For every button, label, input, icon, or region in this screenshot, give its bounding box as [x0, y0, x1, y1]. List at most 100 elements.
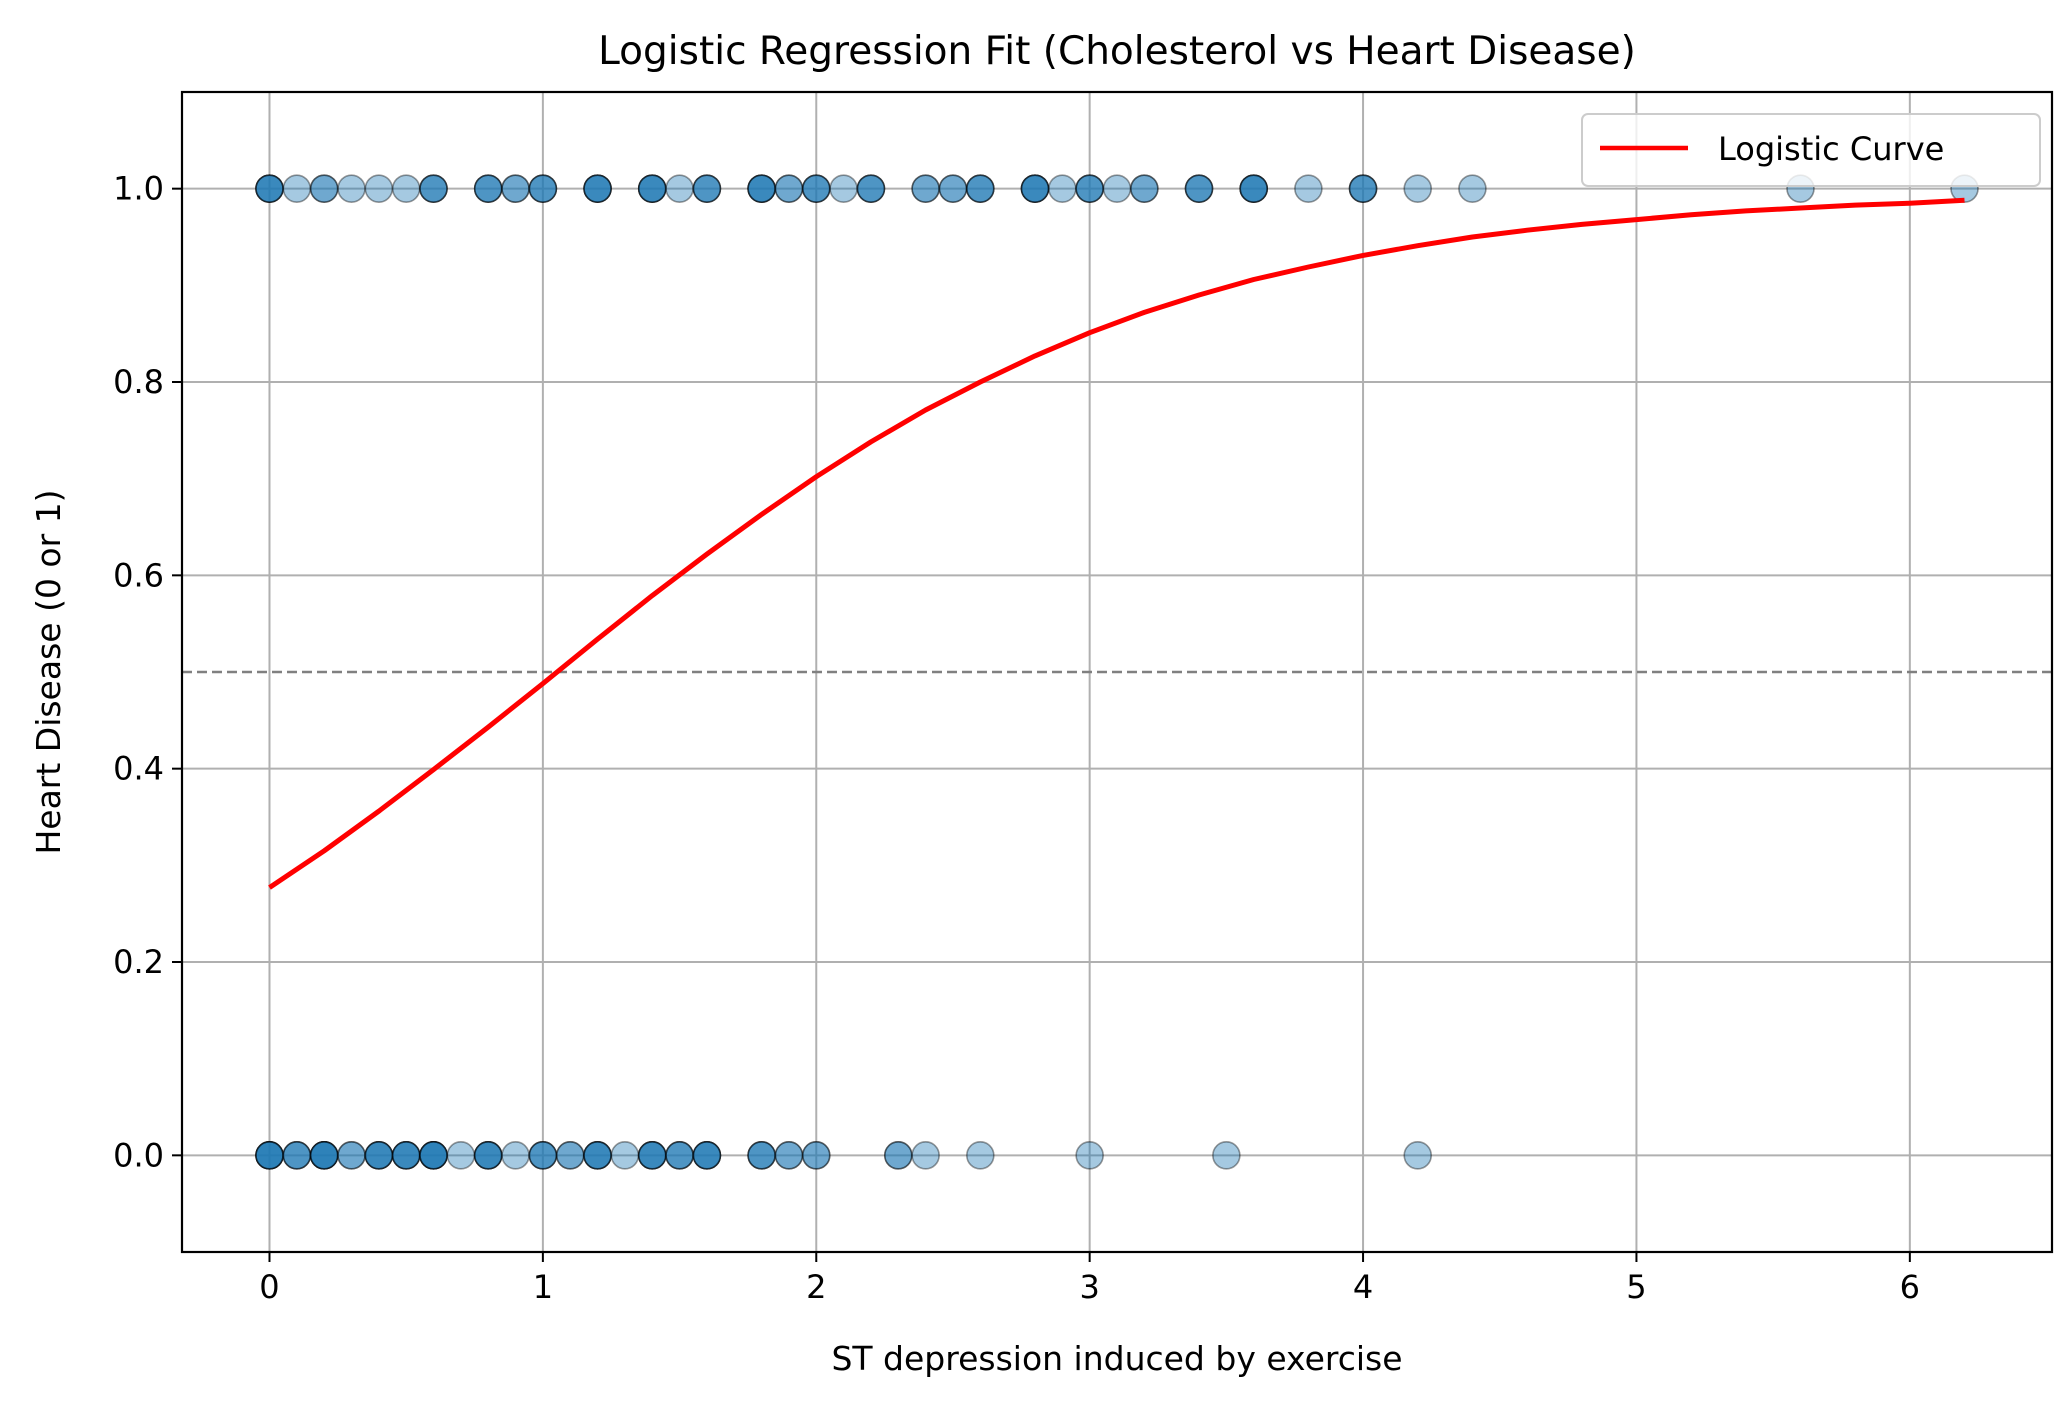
- data-point-2-mark-1: [309, 174, 339, 203]
- data-point-45: [528, 1141, 558, 1170]
- data-point-24-mark-2: [1075, 174, 1104, 203]
- data-point-28-mark-3: [1239, 174, 1268, 203]
- data-point-11-mark-1: [637, 174, 667, 203]
- data-point-44-mark-0: [501, 1141, 530, 1170]
- data-point-51-mark-1: [692, 1141, 722, 1170]
- legend: Logistic Curve: [1581, 113, 2041, 187]
- data-point-18-mark-0: [856, 174, 886, 203]
- data-point-8-mark-1: [501, 174, 530, 203]
- data-point-54-mark-1: [801, 1141, 831, 1170]
- data-point-41: [419, 1141, 448, 1170]
- data-point-20-mark-0: [938, 174, 968, 203]
- data-point-50: [665, 1141, 694, 1170]
- data-point-39: [364, 1141, 394, 1170]
- data-point-9-mark-0: [528, 174, 558, 203]
- data-point-13-mark-1: [692, 174, 722, 203]
- data-point-47-mark-2: [583, 1141, 612, 1170]
- data-point-29: [1294, 174, 1323, 203]
- data-point-49: [637, 1141, 667, 1170]
- data-point-35-mark-1: [255, 1141, 284, 1170]
- x-tick-label-3: 3: [1079, 1268, 1099, 1306]
- data-point-6-mark-1: [419, 174, 448, 203]
- data-point-32-mark-0: [1458, 174, 1487, 203]
- data-point-28: [1239, 174, 1268, 203]
- data-point-14: [747, 174, 776, 203]
- data-point-18-mark-2: [856, 174, 886, 203]
- logistic-curve: [268, 197, 1965, 890]
- data-point-5: [391, 174, 421, 203]
- data-point-31: [1403, 174, 1433, 203]
- data-point-43-mark-3: [473, 1141, 503, 1170]
- data-point-52-mark-1: [747, 1141, 776, 1170]
- data-point-51-mark-3: [692, 1141, 722, 1170]
- data-point-53-mark-0: [774, 1141, 804, 1170]
- data-point-59-mark-0: [1212, 1141, 1241, 1170]
- data-point-57: [966, 1141, 995, 1170]
- data-point-0-mark-3: [255, 174, 284, 203]
- data-point-51-mark-2: [692, 1141, 722, 1170]
- data-point-50-mark-2: [665, 1141, 694, 1170]
- data-point-35-mark-0: [255, 1141, 284, 1170]
- data-point-17-mark-0: [829, 174, 858, 203]
- data-point-29-mark-0: [1294, 174, 1323, 203]
- data-point-41-mark-0: [419, 1141, 448, 1170]
- plot-frame: [180, 90, 2054, 1254]
- data-point-7-mark-2: [473, 174, 503, 203]
- data-point-20: [938, 174, 968, 203]
- data-point-40-mark-2: [391, 1141, 421, 1170]
- data-point-39-mark-0: [364, 1141, 394, 1170]
- data-point-0: [255, 174, 284, 203]
- data-point-53: [774, 1141, 804, 1170]
- y-tick-label-2: 0.4: [113, 750, 164, 788]
- x-tick-label-0: 0: [259, 1268, 279, 1306]
- data-point-22-mark-0: [1020, 174, 1050, 203]
- data-point-38-mark-1: [337, 1141, 366, 1170]
- data-point-36: [282, 1141, 312, 1170]
- data-point-41-mark-1: [419, 1141, 448, 1170]
- logistic-curve-group: [268, 197, 1965, 890]
- data-point-37-mark-1: [309, 1141, 339, 1170]
- scatter-points: [255, 174, 1979, 1170]
- data-point-10-mark-1: [583, 174, 612, 203]
- data-point-4: [364, 174, 394, 203]
- data-point-52: [747, 1141, 776, 1170]
- data-point-18: [856, 174, 886, 203]
- data-point-9-mark-2: [528, 174, 558, 203]
- data-point-3: [337, 174, 366, 203]
- data-point-60-mark-0: [1403, 1141, 1433, 1170]
- data-point-37: [309, 1141, 339, 1170]
- data-point-15: [774, 174, 804, 203]
- data-point-37-mark-4: [309, 1141, 339, 1170]
- data-point-27-mark-0: [1184, 174, 1214, 203]
- data-point-47: [583, 1141, 612, 1170]
- ticks: 0 1 2 3 4 5 6 0.0 0.2 0.4 0.6 0.8 1.0: [113, 170, 1920, 1306]
- data-point-22: [1020, 174, 1050, 203]
- data-point-42: [446, 1141, 476, 1170]
- data-point-55-mark-0: [883, 1141, 913, 1170]
- data-point-36-mark-2: [282, 1141, 312, 1170]
- data-point-16-mark-1: [801, 174, 831, 203]
- data-point-26-mark-0: [1130, 174, 1159, 203]
- data-point-24-mark-0: [1075, 174, 1104, 203]
- x-tick-label-2: 2: [806, 1268, 826, 1306]
- data-point-59: [1212, 1141, 1241, 1170]
- data-point-2: [309, 174, 339, 203]
- data-point-10-mark-2: [583, 174, 612, 203]
- data-point-5-mark-0: [391, 174, 421, 203]
- data-point-31-mark-0: [1403, 174, 1433, 203]
- data-point-48-mark-0: [610, 1141, 640, 1170]
- data-point-51: [692, 1141, 722, 1170]
- data-point-13: [692, 174, 722, 203]
- chart-title: Logistic Regression Fit (Cholesterol vs …: [598, 29, 1636, 74]
- data-point-15-mark-0: [774, 174, 804, 203]
- data-point-30-mark-2: [1348, 174, 1378, 203]
- x-tick-label-6: 6: [1900, 1268, 1920, 1306]
- data-point-58-mark-0: [1075, 1141, 1104, 1170]
- data-point-25-mark-0: [1102, 174, 1132, 203]
- data-point-28-mark-1: [1239, 174, 1268, 203]
- data-point-42-mark-0: [446, 1141, 476, 1170]
- data-point-7-mark-1: [473, 174, 503, 203]
- data-point-41-mark-3: [419, 1141, 448, 1170]
- data-point-55-mark-1: [883, 1141, 913, 1170]
